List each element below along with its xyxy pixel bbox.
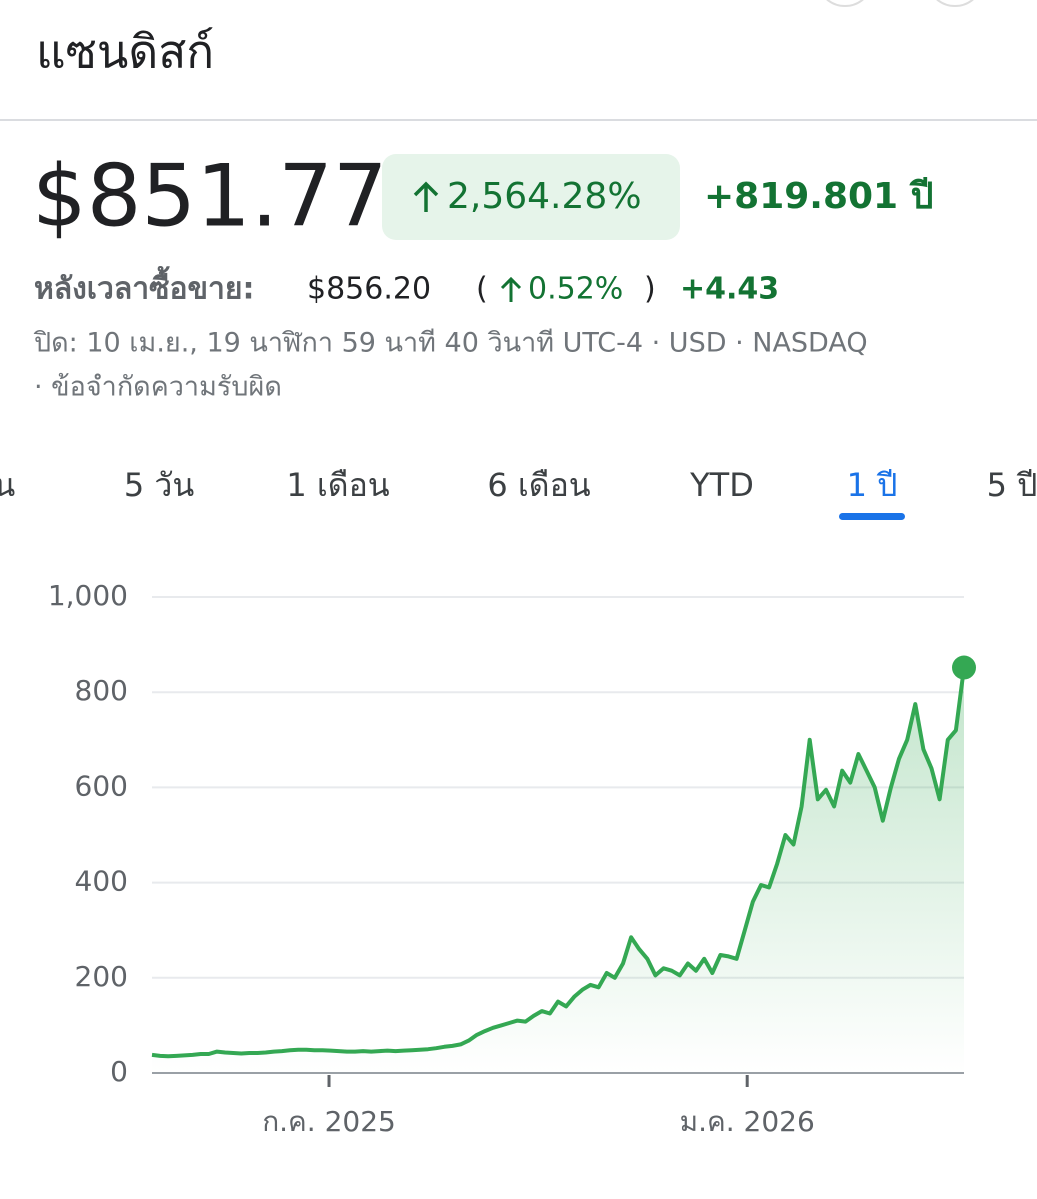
tab[interactable]: 6 เดือน bbox=[487, 466, 590, 504]
area-fill bbox=[152, 667, 964, 1073]
tab[interactable]: 5 ปี bbox=[987, 466, 1037, 504]
tab[interactable]: YTD bbox=[689, 466, 754, 504]
price-line bbox=[151, 667, 966, 1059]
change: +819.80 bbox=[704, 176, 873, 217]
y-tick-label: 600 bbox=[75, 769, 128, 802]
y-tick-label: 800 bbox=[75, 674, 128, 707]
change-badge bbox=[382, 154, 680, 240]
close-info: ปิด: 10 เม.ย., 19 นาฬิกา 59 นาที 40 วินา… bbox=[34, 328, 868, 359]
top-button[interactable] bbox=[817, 0, 873, 7]
tab-bar: 1 วัน 5 วัน 1 เดือน 6 เดือน YTD 1 ปี 5 ปี bbox=[0, 466, 1037, 520]
x-tick-label: ก.ค. 2025 bbox=[262, 1105, 396, 1138]
x-tick-label: ม.ค. 2026 bbox=[680, 1105, 815, 1138]
disclaimer-link[interactable]: · ข้อจำกัดความรับผิด bbox=[34, 372, 282, 403]
y-tick-label: 200 bbox=[75, 960, 128, 993]
after-hours-change: +4.43 bbox=[680, 272, 779, 307]
period: 1 ปี bbox=[873, 176, 933, 217]
after-hours-change-pct: 0.52% bbox=[528, 272, 623, 307]
y-tick-label: 1,000 bbox=[48, 579, 128, 612]
tab-indicator bbox=[839, 513, 905, 520]
tab[interactable]: 1 ปี bbox=[847, 466, 898, 504]
paren: ( bbox=[476, 272, 488, 307]
after-hours-price: $856.20 bbox=[307, 272, 431, 307]
up-arrow bbox=[413, 181, 439, 212]
tab[interactable]: 1 เดือน bbox=[286, 466, 389, 504]
top-button[interactable] bbox=[927, 0, 983, 7]
chart: 0 200 400 600 800 1,000 ก.ค. 2025 ม.ค. 2026 bbox=[48, 579, 976, 1138]
title: แซนดิสก์ bbox=[36, 25, 214, 79]
end-point bbox=[952, 655, 976, 680]
change-pct: 2,564.28% bbox=[447, 176, 642, 217]
after-hours-label: หลังเวลาซื้อขาย: bbox=[34, 266, 254, 307]
y-tick-label: 400 bbox=[75, 865, 128, 898]
price: $851.77 bbox=[32, 146, 388, 246]
up-arrow bbox=[500, 276, 522, 302]
y-tick-label: 0 bbox=[110, 1055, 128, 1088]
tab[interactable]: 1 วัน bbox=[0, 466, 15, 504]
tab[interactable]: 5 วัน bbox=[124, 466, 195, 504]
paren: ) bbox=[644, 272, 656, 307]
